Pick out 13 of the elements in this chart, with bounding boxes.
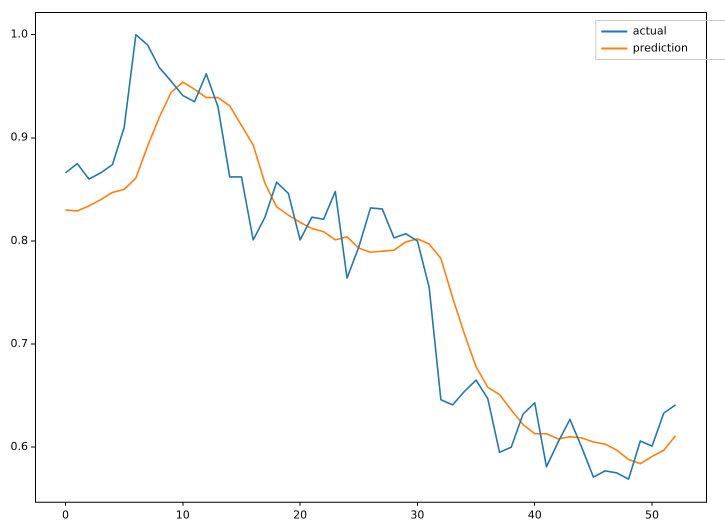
- y-tick-label: 0.7: [10, 336, 28, 350]
- y-tick-label: 1.0: [10, 28, 28, 41]
- x-tick-label: 50: [645, 508, 660, 522]
- y-tick-label: 0.9: [10, 130, 28, 144]
- y-tick-label: 0.8: [10, 234, 28, 247]
- y-tick-label: 0.6: [10, 440, 28, 454]
- x-tick-label: 20: [293, 508, 308, 522]
- legend-label: prediction: [632, 41, 688, 54]
- x-tick-label: 0: [62, 508, 69, 522]
- x-tick-label: 30: [410, 508, 424, 522]
- legend-label: actual: [632, 24, 667, 38]
- x-tick-label: 40: [528, 508, 542, 522]
- x-tick-label: 10: [176, 508, 190, 522]
